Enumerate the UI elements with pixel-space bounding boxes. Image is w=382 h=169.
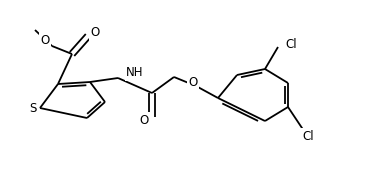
Text: O: O [91, 27, 100, 40]
Text: O: O [139, 114, 149, 127]
Text: Cl: Cl [302, 129, 314, 142]
Text: NH: NH [126, 66, 144, 79]
Text: S: S [29, 102, 37, 115]
Text: Cl: Cl [285, 38, 297, 51]
Text: O: O [40, 33, 50, 46]
Text: O: O [188, 76, 197, 89]
